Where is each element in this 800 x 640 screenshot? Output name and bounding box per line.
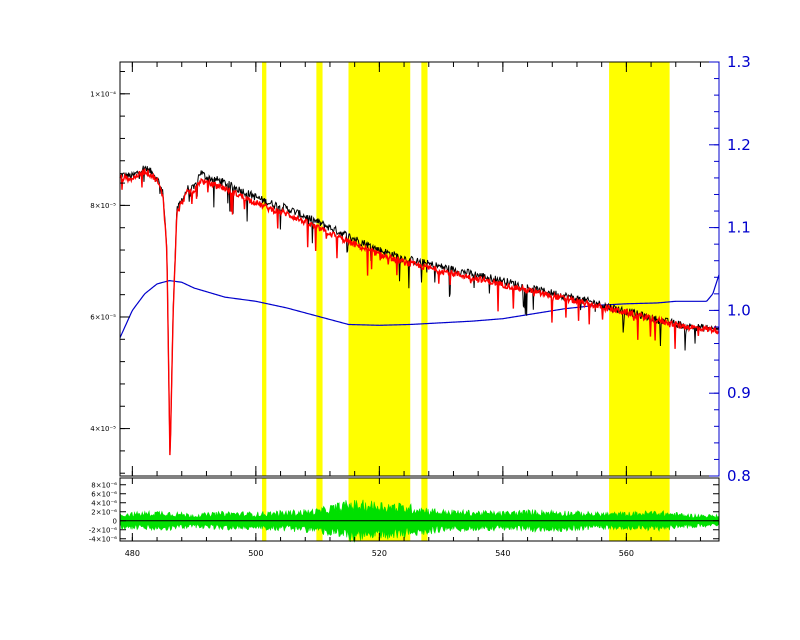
right-tick-label: 1.2 xyxy=(727,136,751,154)
x-tick-label: 500 xyxy=(248,549,263,558)
residual-tick-label: 6×10⁻⁶ xyxy=(91,490,117,498)
masked-region-residual xyxy=(421,478,428,541)
polynomial-line xyxy=(119,274,720,338)
left-tick-label: 6×10⁻⁵ xyxy=(90,313,116,321)
right-tick-label: 1.3 xyxy=(727,53,751,71)
masked-region-main xyxy=(262,62,267,476)
masked-regions xyxy=(262,62,670,541)
residual-tick-label: 2×10⁻⁶ xyxy=(91,508,117,516)
residual-tick-label: 0 xyxy=(113,517,117,525)
masked-region-main xyxy=(609,62,670,476)
model-fit-line xyxy=(119,168,720,456)
left-tick-label: 8×10⁻⁵ xyxy=(90,202,116,210)
x-tick-label: 540 xyxy=(495,549,510,558)
axis-ticks: 4×10⁻⁵ 6×10⁻⁵ 8×10⁻⁵ 1×10⁻⁴ 0.8 0.9 1.0 1.1 1.2 1… xyxy=(89,53,751,558)
residual-tick-label: 8×10⁻⁶ xyxy=(91,481,117,489)
left-tick-label: 1×10⁻⁴ xyxy=(90,90,116,98)
residual-tick-label: 4×10⁻⁶ xyxy=(91,499,117,507)
x-tick-label: 560 xyxy=(619,549,634,558)
masked-region-residual xyxy=(609,478,670,541)
right-tick-label: 1.1 xyxy=(727,219,751,237)
left-tick-label: 4×10⁻⁵ xyxy=(90,425,116,433)
masked-region-residual xyxy=(262,478,267,541)
masked-region-main xyxy=(348,62,411,476)
residual-tick-label: -4×10⁻⁶ xyxy=(89,535,117,543)
right-tick-label: 0.9 xyxy=(727,384,751,402)
residual-tick-label: -2×10⁻⁶ xyxy=(89,526,117,534)
x-tick-label: 520 xyxy=(372,549,387,558)
masked-region-main xyxy=(421,62,428,476)
x-tick-label: 480 xyxy=(125,549,140,558)
main-panel-series xyxy=(119,165,720,456)
masked-region-main xyxy=(316,62,323,476)
right-tick-label: 0.8 xyxy=(727,467,751,485)
residual-panel-frame xyxy=(119,477,720,542)
right-tick-label: 1.0 xyxy=(727,301,751,319)
plot-frames xyxy=(119,61,720,542)
